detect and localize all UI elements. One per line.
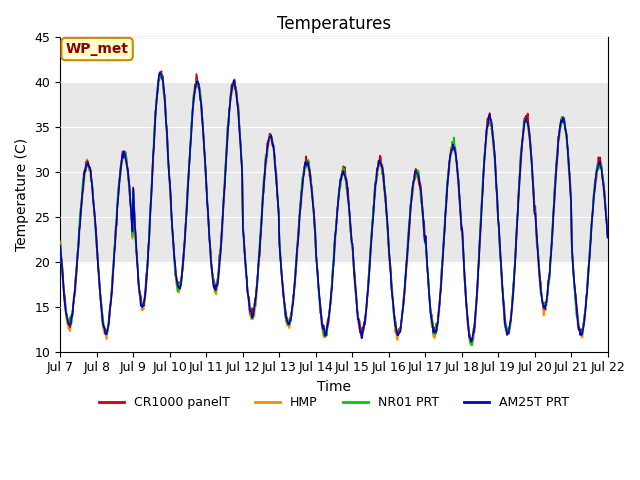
Text: WP_met: WP_met	[66, 42, 129, 56]
CR1000 panelT	[208, 266, 216, 272]
CR1000 panelT	[179, 261, 187, 266]
HMP	[157, 71, 165, 77]
AM25T PRT	[122, 160, 130, 166]
CR1000 panelT	[56, 238, 64, 243]
AM25T PRT	[66, 321, 74, 326]
NR01 PRT	[208, 267, 216, 273]
AM25T PRT	[179, 263, 187, 269]
HMP	[467, 342, 474, 348]
HMP	[208, 267, 216, 273]
Y-axis label: Temperature (C): Temperature (C)	[15, 138, 29, 251]
HMP	[179, 269, 187, 275]
Title: Temperatures: Temperatures	[277, 15, 391, 33]
CR1000 panelT	[401, 277, 409, 283]
AM25T PRT	[604, 235, 611, 240]
HMP	[604, 235, 611, 241]
CR1000 panelT	[66, 324, 74, 330]
Line: HMP: HMP	[60, 74, 607, 345]
NR01 PRT	[604, 233, 611, 239]
NR01 PRT	[56, 239, 64, 245]
AM25T PRT	[417, 190, 425, 195]
NR01 PRT	[179, 261, 187, 266]
CR1000 panelT	[468, 340, 476, 346]
CR1000 panelT	[604, 233, 611, 239]
Bar	[60, 82, 607, 262]
NR01 PRT	[417, 198, 425, 204]
Line: NR01 PRT: NR01 PRT	[60, 72, 607, 345]
HMP	[122, 162, 130, 168]
NR01 PRT	[157, 70, 164, 75]
HMP	[56, 234, 64, 240]
NR01 PRT	[122, 154, 130, 159]
AM25T PRT	[208, 264, 216, 269]
AM25T PRT	[156, 70, 164, 75]
AM25T PRT	[401, 281, 409, 287]
NR01 PRT	[66, 314, 74, 320]
Line: CR1000 panelT: CR1000 panelT	[60, 71, 607, 343]
CR1000 panelT	[122, 156, 130, 161]
AM25T PRT	[56, 243, 64, 249]
AM25T PRT	[467, 339, 475, 345]
X-axis label: Time: Time	[317, 380, 351, 394]
Legend: CR1000 panelT, HMP, NR01 PRT, AM25T PRT: CR1000 panelT, HMP, NR01 PRT, AM25T PRT	[94, 391, 573, 414]
HMP	[417, 200, 425, 205]
Line: AM25T PRT: AM25T PRT	[60, 72, 607, 342]
NR01 PRT	[401, 276, 409, 282]
NR01 PRT	[468, 342, 476, 348]
CR1000 panelT	[157, 68, 165, 74]
HMP	[66, 328, 74, 334]
HMP	[401, 284, 409, 289]
CR1000 panelT	[417, 187, 425, 192]
